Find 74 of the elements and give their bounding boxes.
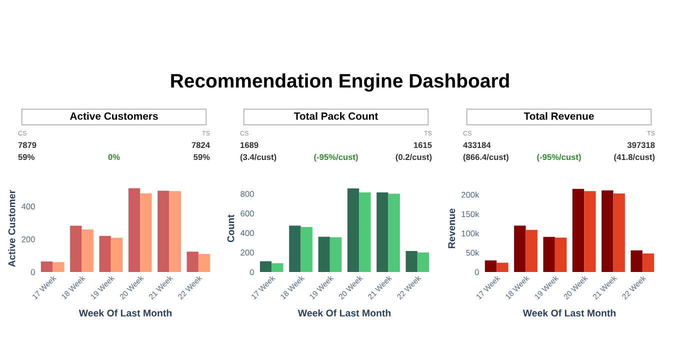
bar (514, 226, 526, 272)
text: (0.2/cust) (396, 154, 432, 162)
y-tick-label: 400 (22, 204, 35, 210)
x-axis-title: Week Of Last Month (78, 309, 172, 317)
bar (613, 194, 625, 272)
text: (866.4/cust) (463, 154, 508, 162)
bar (140, 193, 152, 272)
y-tick-label: 0 (474, 269, 479, 276)
text: 1615 (414, 142, 432, 148)
text: Total Revenue (524, 112, 594, 120)
bar (169, 191, 181, 272)
y-tick-label: 800 (240, 191, 254, 197)
bar (158, 190, 170, 272)
text: (41.8/cust) (614, 154, 655, 162)
y-axis-title: Count (227, 214, 234, 242)
bar (82, 229, 94, 272)
text: 397318 (627, 142, 655, 148)
bar (406, 250, 418, 272)
bar (289, 226, 301, 272)
bar (40, 261, 53, 272)
bar (186, 252, 198, 272)
y-tick-label: 100k (462, 230, 480, 236)
y-tick-label: 200 (22, 236, 35, 242)
bar (526, 230, 538, 272)
x-axis-title: Week Of Last Month (522, 309, 616, 317)
bar (70, 226, 82, 272)
y-tick-label: 0 (30, 269, 35, 276)
text: 1689 (240, 142, 258, 148)
text: Total Pack Count (294, 112, 378, 120)
text: (-95%/cust) (537, 154, 581, 162)
bar (52, 262, 64, 272)
y-axis-title: Revenue (448, 208, 456, 248)
y-tick-label: 0 (250, 269, 254, 276)
bar (330, 237, 342, 272)
text: (-95%/cust) (314, 154, 358, 162)
bar (572, 188, 584, 272)
bar (376, 192, 388, 272)
bar (198, 254, 210, 272)
bar (642, 253, 654, 272)
bar (484, 260, 497, 272)
bar (388, 194, 400, 272)
y-tick-label: 200 (240, 250, 254, 256)
text: 0% (108, 154, 120, 160)
bar (630, 250, 642, 272)
y-tick-label: 50k (466, 250, 480, 256)
bar (99, 236, 111, 272)
bar (260, 261, 272, 272)
bar (110, 238, 123, 272)
y-tick-label: 200k (462, 192, 480, 198)
text: 433184 (463, 142, 491, 148)
bar (128, 188, 140, 272)
text: 7824 (192, 142, 210, 148)
bar (543, 236, 555, 272)
text: 59% (18, 154, 34, 160)
bar (300, 227, 312, 272)
bar (554, 238, 567, 272)
text: 59% (194, 154, 210, 160)
text: (3.4/cust) (240, 154, 276, 162)
bar (318, 236, 330, 272)
text: Active Customers (70, 112, 158, 120)
y-tick-label: 150k (462, 210, 480, 218)
bar (359, 192, 371, 272)
bar (496, 262, 508, 272)
text: Recommendation Engine Dashboard (171, 73, 509, 92)
y-tick-label: 400 (240, 230, 254, 236)
y-tick-label: 600 (240, 210, 254, 216)
bar (602, 190, 614, 272)
y-axis-title: Active Customer (8, 190, 16, 267)
bar (584, 191, 596, 272)
x-axis-title: Week Of Last Month (298, 309, 391, 317)
bar (347, 188, 360, 272)
bar (272, 263, 284, 272)
text: 7879 (18, 142, 36, 148)
bar (417, 252, 430, 272)
